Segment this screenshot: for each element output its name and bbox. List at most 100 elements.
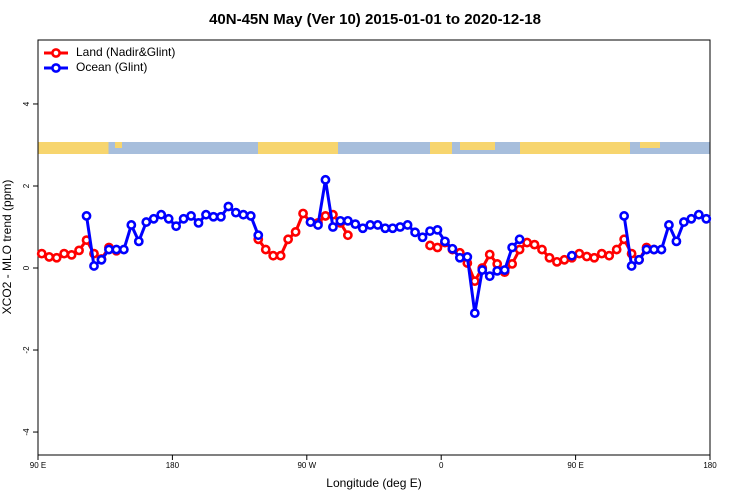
data-point bbox=[148, 213, 159, 224]
x-tick-label: 90 E bbox=[567, 461, 583, 470]
data-point bbox=[59, 248, 70, 259]
data-point bbox=[335, 215, 346, 226]
data-point bbox=[365, 220, 376, 230]
data-point bbox=[253, 230, 264, 241]
data-point bbox=[260, 244, 271, 255]
data-point bbox=[171, 221, 182, 232]
data-point bbox=[522, 237, 532, 248]
data-point bbox=[649, 244, 659, 255]
y-tick-label: -2 bbox=[22, 346, 31, 354]
data-point bbox=[537, 244, 547, 255]
data-point bbox=[66, 249, 77, 260]
data-point bbox=[342, 215, 353, 226]
data-point bbox=[387, 223, 398, 234]
legend-label: Ocean (Glint) bbox=[76, 60, 147, 74]
data-point bbox=[507, 242, 518, 253]
data-point bbox=[328, 222, 338, 232]
data-point bbox=[634, 254, 644, 265]
data-point bbox=[111, 244, 122, 255]
data-point bbox=[238, 209, 249, 220]
data-point bbox=[372, 220, 383, 230]
data-point bbox=[454, 252, 465, 263]
data-point bbox=[81, 211, 92, 221]
data-point bbox=[357, 223, 368, 234]
data-point bbox=[641, 244, 652, 255]
y-tick-label: 4 bbox=[22, 101, 31, 106]
data-point bbox=[186, 211, 196, 221]
y-axis-label: XCO2 - MLO trend (ppm) bbox=[0, 180, 14, 315]
data-point bbox=[141, 217, 152, 227]
data-point bbox=[559, 254, 570, 265]
data-point bbox=[320, 174, 331, 185]
x-tick-label: 0 bbox=[439, 461, 444, 470]
data-point bbox=[313, 220, 323, 230]
data-point bbox=[118, 244, 129, 255]
data-point bbox=[283, 234, 294, 245]
legend-label: Land (Nadir&Glint) bbox=[76, 45, 175, 59]
data-point bbox=[507, 259, 518, 269]
data-point bbox=[581, 251, 592, 262]
plot-frame bbox=[37, 39, 711, 456]
data-point bbox=[417, 232, 428, 243]
data-point bbox=[245, 211, 256, 221]
data-point bbox=[447, 243, 458, 254]
data-point bbox=[230, 207, 241, 218]
data-point bbox=[686, 213, 697, 224]
data-point bbox=[432, 242, 443, 253]
data-point bbox=[410, 227, 420, 238]
data-point bbox=[402, 220, 413, 230]
data-point bbox=[693, 209, 704, 220]
data-point bbox=[656, 244, 667, 255]
data-point bbox=[298, 208, 308, 219]
data-point bbox=[178, 213, 189, 224]
data-point bbox=[201, 209, 211, 220]
data-point bbox=[499, 265, 510, 275]
data-point bbox=[440, 236, 450, 247]
legend-marker bbox=[51, 48, 61, 58]
data-point bbox=[126, 220, 137, 230]
data-point bbox=[492, 265, 503, 276]
data-point bbox=[574, 248, 585, 259]
data-point bbox=[619, 211, 630, 221]
data-point bbox=[469, 308, 480, 319]
data-point bbox=[514, 234, 525, 245]
data-point bbox=[566, 250, 577, 261]
data-point bbox=[484, 271, 495, 282]
data-point bbox=[477, 265, 488, 275]
data-point bbox=[44, 252, 55, 262]
y-tick-label: -4 bbox=[22, 428, 31, 436]
data-point bbox=[275, 250, 286, 261]
data-point bbox=[589, 252, 600, 263]
x-axis-label: Longitude (deg E) bbox=[326, 476, 421, 490]
data-point bbox=[626, 261, 637, 271]
y-tick-label: 0 bbox=[22, 265, 31, 270]
data-point bbox=[51, 252, 62, 263]
data-point bbox=[552, 256, 562, 267]
land-ocean-strip bbox=[38, 142, 710, 154]
data-point bbox=[596, 248, 607, 259]
data-point bbox=[156, 209, 167, 220]
data-point bbox=[36, 248, 47, 259]
data-point bbox=[701, 213, 712, 224]
series-line bbox=[309, 179, 521, 314]
data-point bbox=[604, 250, 615, 261]
data-point bbox=[290, 227, 301, 237]
data-point bbox=[96, 254, 107, 265]
data-point bbox=[193, 217, 204, 228]
data-point bbox=[350, 219, 361, 230]
data-point bbox=[529, 239, 540, 250]
data-point bbox=[74, 245, 84, 256]
data-point bbox=[544, 252, 555, 263]
data-point bbox=[484, 249, 495, 260]
data-point bbox=[89, 261, 99, 271]
data-point bbox=[208, 211, 219, 222]
data-point bbox=[678, 217, 689, 227]
chart-title: 40N-45N May (Ver 10) 2015-01-01 to 2020-… bbox=[209, 11, 541, 28]
x-tick-label: 90 W bbox=[297, 461, 316, 470]
series-line bbox=[257, 210, 350, 258]
data-point bbox=[320, 211, 331, 221]
data-point bbox=[216, 211, 226, 222]
data-point bbox=[514, 244, 525, 255]
data-point bbox=[395, 222, 406, 232]
